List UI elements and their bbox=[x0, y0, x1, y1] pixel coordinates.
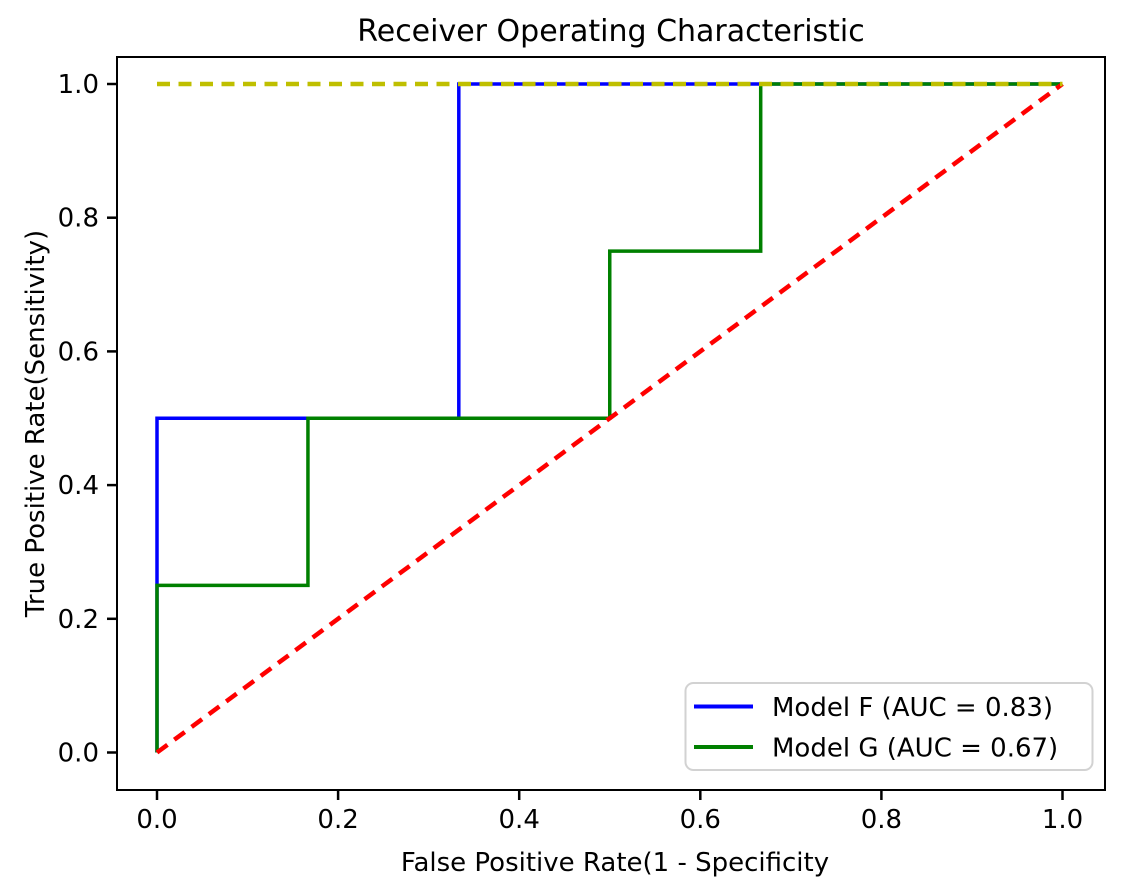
legend: Model F (AUC = 0.83) Model G (AUC = 0.67) bbox=[684, 682, 1094, 771]
y-tick-label: 0.4 bbox=[58, 471, 99, 501]
series-lines bbox=[155, 81, 1064, 755]
x-axis-ticks: 0.0 0.2 0.4 0.6 0.8 1.0 bbox=[136, 790, 1083, 835]
legend-entry-label: Model G (AUC = 0.67) bbox=[772, 734, 1058, 764]
y-axis-ticks: 0.0 0.2 0.4 0.6 0.8 1.0 bbox=[58, 70, 117, 769]
y-tick-label: 0.8 bbox=[58, 204, 99, 234]
x-tick-label: 0.8 bbox=[861, 805, 902, 835]
x-tick-label: 1.0 bbox=[1042, 805, 1083, 835]
y-tick-label: 0.2 bbox=[58, 605, 99, 635]
x-axis-label: False Positive Rate(1 - Specificity bbox=[401, 848, 829, 878]
y-tick-label: 0.6 bbox=[58, 337, 99, 367]
legend-box bbox=[684, 682, 1094, 771]
y-tick-label: 1.0 bbox=[58, 70, 99, 100]
plot-border bbox=[116, 56, 1106, 791]
chart-title: Receiver Operating Characteristic bbox=[357, 14, 865, 49]
x-tick-label: 0.0 bbox=[136, 805, 177, 835]
x-tick-label: 0.6 bbox=[680, 805, 721, 835]
chance-diagonal-line bbox=[155, 82, 1064, 755]
legend-entry-label: Model F (AUC = 0.83) bbox=[772, 693, 1053, 723]
x-tick-label: 0.2 bbox=[317, 805, 358, 835]
y-axis-label: True Positive Rate(Sensitivity) bbox=[21, 230, 51, 618]
x-tick-label: 0.4 bbox=[499, 805, 540, 835]
y-tick-label: 0.0 bbox=[58, 739, 99, 769]
